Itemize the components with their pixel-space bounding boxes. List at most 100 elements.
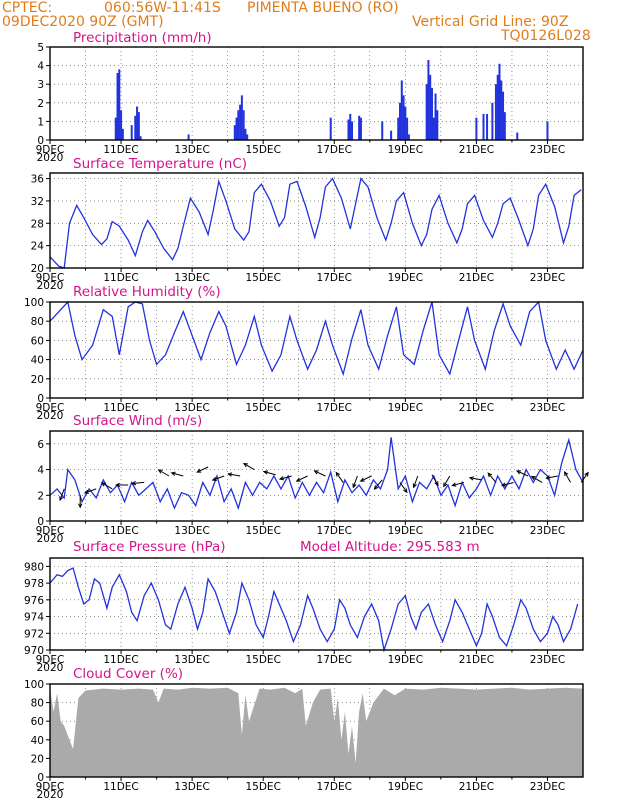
precip-bar xyxy=(434,93,437,140)
cloud-xtick-label: 13DEC xyxy=(174,781,209,793)
precip-bar xyxy=(425,84,428,140)
pressure-frame xyxy=(49,557,584,651)
header-station: PIMENTA BUENO (RO) xyxy=(247,0,399,16)
precip-bar xyxy=(235,117,238,140)
precip-bar xyxy=(130,125,133,140)
precip-bar xyxy=(399,102,402,140)
cloud-xtick-label: 17DEC xyxy=(317,781,352,793)
wind-arrow xyxy=(469,477,482,481)
precip-bar xyxy=(427,60,430,140)
cloud-ytick-label: 0 xyxy=(37,772,44,784)
precip-xtick-label: 21DEC xyxy=(459,144,494,156)
wind-arrow-head xyxy=(373,485,379,490)
wind-arrow-head xyxy=(100,482,106,487)
rh-series-line xyxy=(49,300,584,377)
precip-bar xyxy=(500,80,503,140)
wind-arrow xyxy=(531,475,543,483)
precip-bar xyxy=(475,117,478,140)
header-date: 09DEC2020 90Z (GMT) xyxy=(2,14,164,30)
precip-ytick-label: 2 xyxy=(37,98,44,110)
rh-ytick-label: 60 xyxy=(31,335,44,347)
wind-arrow-head xyxy=(468,476,474,481)
wind-arrow-head xyxy=(584,471,589,477)
header-coords: 060:56W-11:41S xyxy=(104,0,221,16)
precip-bar xyxy=(503,112,506,140)
precip-xtick-label: 11DEC xyxy=(103,144,138,156)
wind-xtick-label: 21DEC xyxy=(459,525,494,537)
temp-series-line xyxy=(49,177,582,269)
precip-ytick-label: 0 xyxy=(37,135,44,147)
precip-bar xyxy=(486,113,489,140)
wind-arrow xyxy=(374,479,383,490)
precip-bar xyxy=(430,87,433,140)
wind-arrow xyxy=(212,475,225,481)
wind-arrow xyxy=(101,482,113,490)
wind-arrow-head xyxy=(515,470,521,475)
wind-xtick-label: 11DEC xyxy=(103,525,138,537)
wind-arrow-head xyxy=(403,488,408,494)
wind-arrow xyxy=(360,475,372,482)
wind-arrow xyxy=(487,472,497,483)
wind-xtick-label: 9DEC xyxy=(36,525,65,537)
rh-xtick-label: 11DEC xyxy=(103,402,138,414)
temp-ytick-label: 32 xyxy=(31,196,44,208)
precip-bar xyxy=(402,95,405,140)
temp-xtick-label: 13DEC xyxy=(174,272,209,284)
pressure-xtick-label: 13DEC xyxy=(174,654,209,666)
precip-bar xyxy=(390,130,393,140)
cloud-ytick-label: 20 xyxy=(31,753,44,765)
wind-arrow xyxy=(443,475,451,487)
wind-xtick-label: 17DEC xyxy=(317,525,352,537)
wind-ytick-label: 0 xyxy=(37,516,44,528)
precip-bar xyxy=(118,69,121,140)
pressure-xtick-label: 15DEC xyxy=(245,654,280,666)
wind-arrow-head xyxy=(157,469,163,474)
rh-ytick-label: 100 xyxy=(24,297,44,309)
wind-arrow xyxy=(335,472,344,483)
wind-arrow-head xyxy=(278,476,285,481)
wind-arrow xyxy=(84,488,97,494)
precip-bar xyxy=(239,104,242,140)
wind-arrow-head xyxy=(545,475,551,480)
precip-bar xyxy=(114,117,117,140)
precip-bar xyxy=(121,128,124,140)
temp-xtick-label: 17DEC xyxy=(317,272,352,284)
precip-bar xyxy=(358,115,361,140)
rh-title: Relative Humidity (%) xyxy=(73,284,221,300)
precip-xtick-label: 13DEC xyxy=(174,144,209,156)
wind-arrow-head xyxy=(59,496,64,502)
precip-bar xyxy=(136,106,139,140)
wind-arrow-head xyxy=(262,470,269,475)
wind-arrow-head xyxy=(313,470,319,475)
pressure-xtick-label: 19DEC xyxy=(388,654,423,666)
precip-bar xyxy=(187,134,190,140)
wind-arrow xyxy=(171,472,184,477)
rh-frame xyxy=(49,301,584,399)
precip-xtick-label: 17DEC xyxy=(317,144,352,156)
pressure-annotation: Model Altitude: 295.583 m xyxy=(300,539,480,555)
precip-ytick-label: 4 xyxy=(37,61,44,73)
cloud-ytick-label: 80 xyxy=(31,698,44,710)
wind-title: Surface Wind (m/s) xyxy=(73,413,202,429)
rh-ytick-label: 80 xyxy=(31,316,44,328)
wind-arrow xyxy=(431,474,439,486)
wind-arrow-head xyxy=(227,472,233,477)
header-grid-note: Vertical Grid Line: 90Z xyxy=(412,14,569,30)
precip-bar xyxy=(359,117,362,140)
precip-bar xyxy=(516,132,519,140)
header-run-code: TQ0126L028 xyxy=(501,28,591,44)
wind-arrow xyxy=(296,475,308,482)
precip-title: Precipitation (mm/h) xyxy=(73,30,212,46)
pressure-ytick-label: 970 xyxy=(24,645,44,657)
precip-xtick-label: 23DEC xyxy=(530,144,565,156)
wind-arrow-head xyxy=(211,476,217,481)
wind-series-line xyxy=(49,437,584,511)
rh-xtick-label: 13DEC xyxy=(174,402,209,414)
precip-bar xyxy=(429,74,432,140)
rh-xtick-label: 21DEC xyxy=(459,402,494,414)
wind-year-label: 2020 xyxy=(37,533,64,545)
precip-ytick-label: 5 xyxy=(37,42,44,54)
wind-xtick-label: 13DEC xyxy=(174,525,209,537)
cloud-ytick-label: 100 xyxy=(24,679,44,691)
wind-arrow-head xyxy=(352,483,357,489)
